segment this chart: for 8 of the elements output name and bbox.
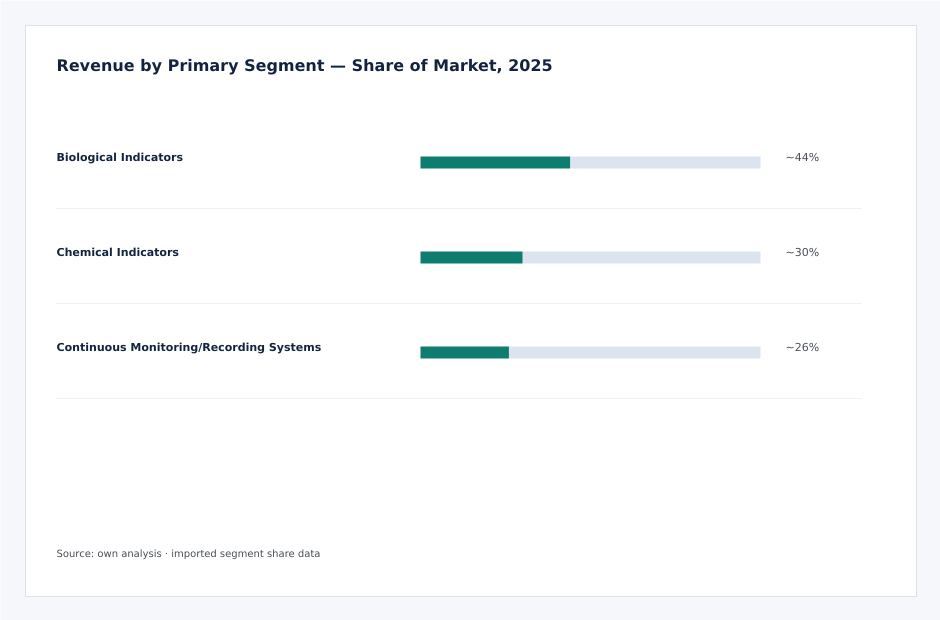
y-tick-label: Biological Indicators [56, 151, 184, 164]
source-note: Source: own analysis · imported segment share data [56, 549, 320, 560]
data-label: ~44% [786, 151, 820, 164]
y-tick-label: Chemical Indicators [56, 246, 180, 259]
chart-title: Revenue by Primary Segment — Share of Market, 2025 [56, 56, 553, 75]
data-label: ~26% [786, 341, 820, 354]
data-label: ~30% [786, 246, 820, 259]
y-tick-label: Continuous Monitoring/Recording Systems [56, 341, 322, 354]
